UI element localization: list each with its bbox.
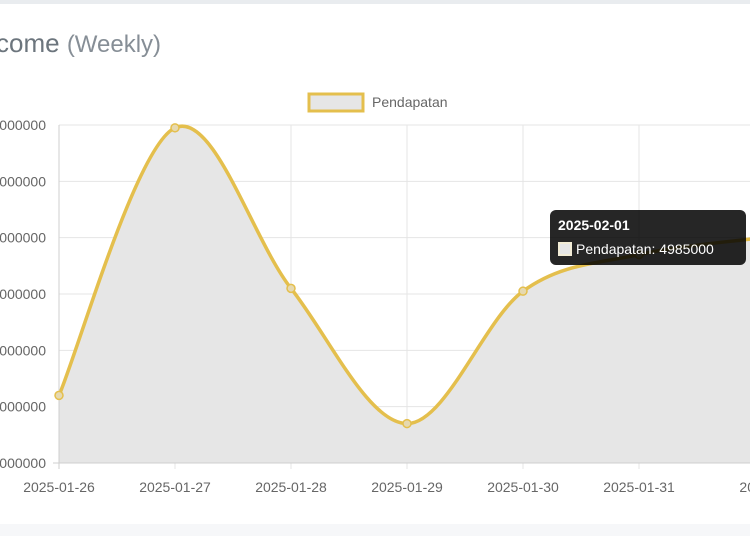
- x-tick-label: 2025-01-26: [23, 479, 95, 495]
- y-tick-label: 000000: [0, 455, 46, 471]
- legend-label: Pendapatan: [372, 94, 448, 110]
- card-title: come (Weekly): [0, 28, 161, 59]
- y-tick-label: 000000: [0, 117, 46, 133]
- tooltip-value: Pendapatan: 4985000: [576, 241, 714, 257]
- card-title-text: come: [0, 28, 60, 58]
- tooltip-row: Pendapatan: 4985000: [558, 240, 738, 258]
- data-point: [286, 283, 296, 294]
- legend-swatch: [307, 92, 365, 113]
- chart-tooltip: 2025-02-01 Pendapatan: 4985000: [550, 210, 746, 265]
- tooltip-swatch: [558, 242, 572, 256]
- x-tick-label: 2025-01-27: [139, 479, 211, 495]
- top-border: [0, 0, 750, 4]
- y-tick-label: 000000: [0, 342, 46, 358]
- y-tick-label: 000000: [0, 399, 46, 415]
- data-point: [170, 123, 180, 133]
- x-tick-label: 2025: [739, 479, 750, 495]
- y-tick-label: 000000: [0, 286, 46, 302]
- y-tick-label: 000000: [0, 230, 46, 246]
- card-subtitle: (Weekly): [66, 31, 162, 58]
- x-tick-label: 2025-01-28: [255, 479, 327, 495]
- x-tick-label: 2025-01-31: [603, 479, 675, 495]
- tooltip-date: 2025-02-01: [558, 217, 630, 233]
- bottom-border: [0, 524, 750, 536]
- data-point: [54, 390, 64, 401]
- x-tick-label: 2025-01-30: [487, 479, 559, 495]
- x-tick-label: 2025-01-29: [371, 479, 443, 495]
- data-point: [518, 286, 528, 296]
- data-point: [402, 418, 412, 429]
- series-area-pendapatan: [59, 126, 750, 463]
- y-tick-label: 000000: [0, 173, 46, 189]
